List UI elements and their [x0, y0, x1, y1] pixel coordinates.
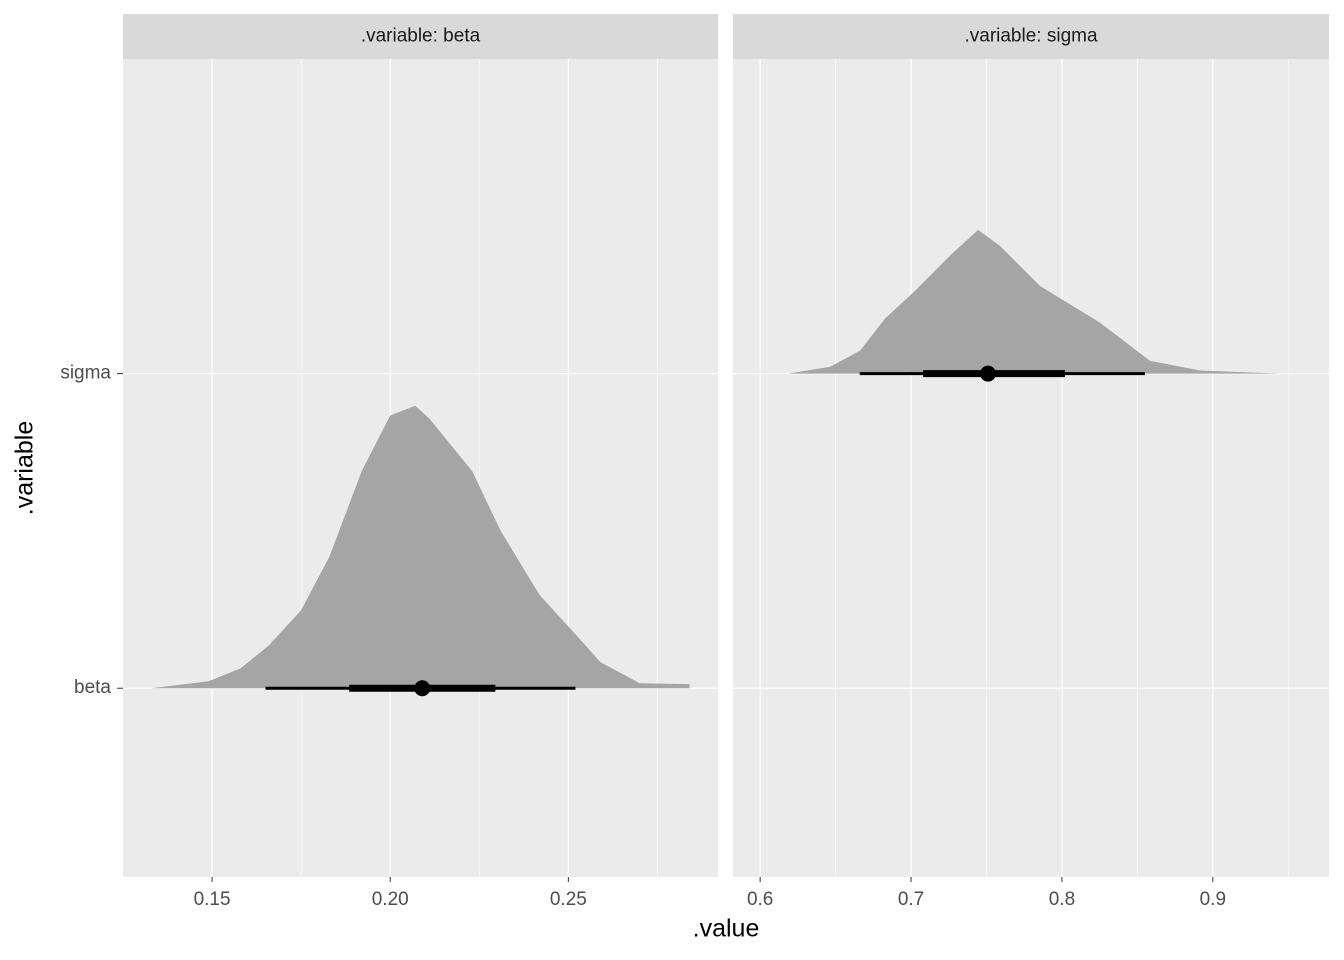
median-point: [414, 680, 431, 697]
y-tick-label: beta: [74, 677, 111, 698]
y-axis-title: .variable: [11, 421, 39, 516]
strip-background: [733, 14, 1329, 59]
density-slab: [151, 405, 690, 689]
x-tick-label: 0.6: [747, 889, 773, 910]
x-tick-label: 0.9: [1200, 889, 1226, 910]
x-axis-title: .value: [693, 915, 760, 943]
x-tick-label: 0.7: [898, 889, 924, 910]
x-tick-label: 0.8: [1049, 889, 1075, 910]
x-tick-label: 0.20: [372, 889, 409, 910]
density-slab: [788, 229, 1282, 374]
strip-title: .variable: sigma: [964, 26, 1097, 47]
x-tick-label: 0.15: [194, 889, 231, 910]
strip-background: [123, 14, 718, 59]
median-point: [979, 365, 996, 382]
y-tick-label: sigma: [60, 363, 111, 384]
panel-background: [733, 59, 1329, 877]
x-tick-label: 0.25: [550, 889, 587, 910]
strip-title: .variable: beta: [361, 26, 481, 47]
